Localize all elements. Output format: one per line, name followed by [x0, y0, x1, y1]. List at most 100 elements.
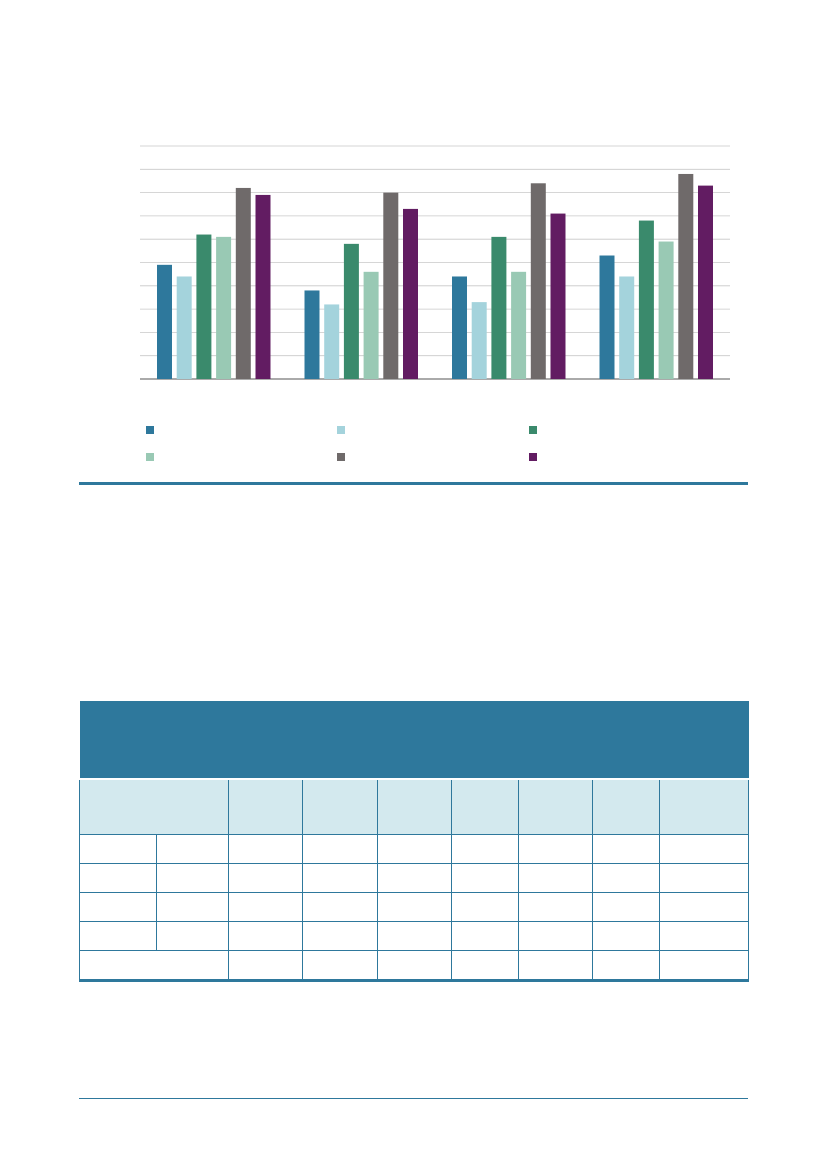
bar [619, 276, 635, 379]
legend-swatch [146, 453, 154, 461]
table-title [79, 701, 749, 779]
legend-item [529, 453, 545, 461]
legend-swatch [337, 453, 345, 461]
table-row [79, 863, 750, 893]
table-cell [658, 863, 750, 893]
legend-item [529, 426, 545, 434]
table-cell [451, 863, 519, 893]
bar [324, 304, 340, 379]
table-cell [592, 834, 660, 864]
table-cell [377, 834, 452, 864]
table-row [79, 921, 750, 951]
bar [176, 276, 192, 379]
legend-swatch [337, 426, 345, 434]
table-row [79, 892, 750, 922]
legend-item [337, 426, 353, 434]
table-cell [156, 834, 229, 864]
table-cell [228, 892, 303, 922]
table-cell [451, 950, 519, 982]
table-cell [451, 892, 519, 922]
table-cell [377, 950, 452, 982]
table-cell [592, 863, 660, 893]
table-cell [79, 834, 157, 864]
table-cell [79, 950, 229, 982]
table-cell [518, 950, 593, 982]
bar [304, 290, 320, 379]
bar [638, 220, 654, 379]
legend-item [146, 426, 162, 434]
table-cell [79, 921, 157, 951]
table-cell [377, 921, 452, 951]
chart-canvas [140, 145, 730, 380]
column-header [592, 778, 660, 835]
bar [698, 185, 713, 379]
table-total-row [79, 950, 750, 982]
column-header [79, 778, 229, 835]
legend-swatch [529, 426, 537, 434]
legend-swatch [529, 453, 537, 461]
section-divider [79, 482, 748, 485]
table-cell [377, 863, 452, 893]
column-header [658, 778, 750, 835]
bar-chart [0, 0, 827, 480]
table-cell [592, 921, 660, 951]
table-cell [156, 863, 229, 893]
table-cell [518, 834, 593, 864]
bar [383, 192, 399, 379]
column-header [518, 778, 593, 835]
bar [530, 183, 546, 379]
table-cell [156, 921, 229, 951]
bar [471, 302, 487, 379]
bar [403, 208, 418, 379]
bar [216, 236, 232, 379]
bar [235, 187, 251, 379]
table-cell [592, 950, 660, 982]
legend-item [146, 453, 162, 461]
table-cell [228, 921, 303, 951]
table-cell [518, 892, 593, 922]
table-cell [451, 834, 519, 864]
table-cell [658, 892, 750, 922]
legend-swatch [146, 426, 154, 434]
table-cell [302, 921, 378, 951]
table-cell [156, 892, 229, 922]
bar [491, 236, 507, 379]
bar [658, 241, 674, 379]
table-cell [658, 921, 750, 951]
bar [157, 264, 172, 379]
table-cell [302, 834, 378, 864]
footer-divider [79, 1098, 748, 1099]
table-cell [451, 921, 519, 951]
table-row [79, 834, 750, 864]
table-cell [658, 834, 750, 864]
column-header [228, 778, 303, 835]
bar [511, 271, 527, 379]
data-table [79, 701, 750, 982]
legend-item [337, 453, 353, 461]
bar [550, 213, 566, 379]
table-cell [79, 863, 157, 893]
bar [196, 234, 212, 379]
table-header-row [79, 778, 750, 835]
table-cell [302, 863, 378, 893]
column-header [377, 778, 452, 835]
table-cell [302, 892, 378, 922]
table-cell [518, 921, 593, 951]
table-cell [377, 892, 452, 922]
table-cell [228, 863, 303, 893]
table-cell [658, 950, 750, 982]
bar [452, 276, 467, 379]
bar [678, 173, 694, 379]
column-header [302, 778, 378, 835]
column-header [451, 778, 519, 835]
table-cell [518, 863, 593, 893]
bar [343, 243, 359, 379]
bar [599, 255, 615, 379]
table-cell [79, 892, 157, 922]
table-cell [228, 950, 303, 982]
table-cell [592, 892, 660, 922]
table-cell [302, 950, 378, 982]
table-cell [228, 834, 303, 864]
bar [255, 194, 271, 379]
bar [363, 271, 379, 379]
